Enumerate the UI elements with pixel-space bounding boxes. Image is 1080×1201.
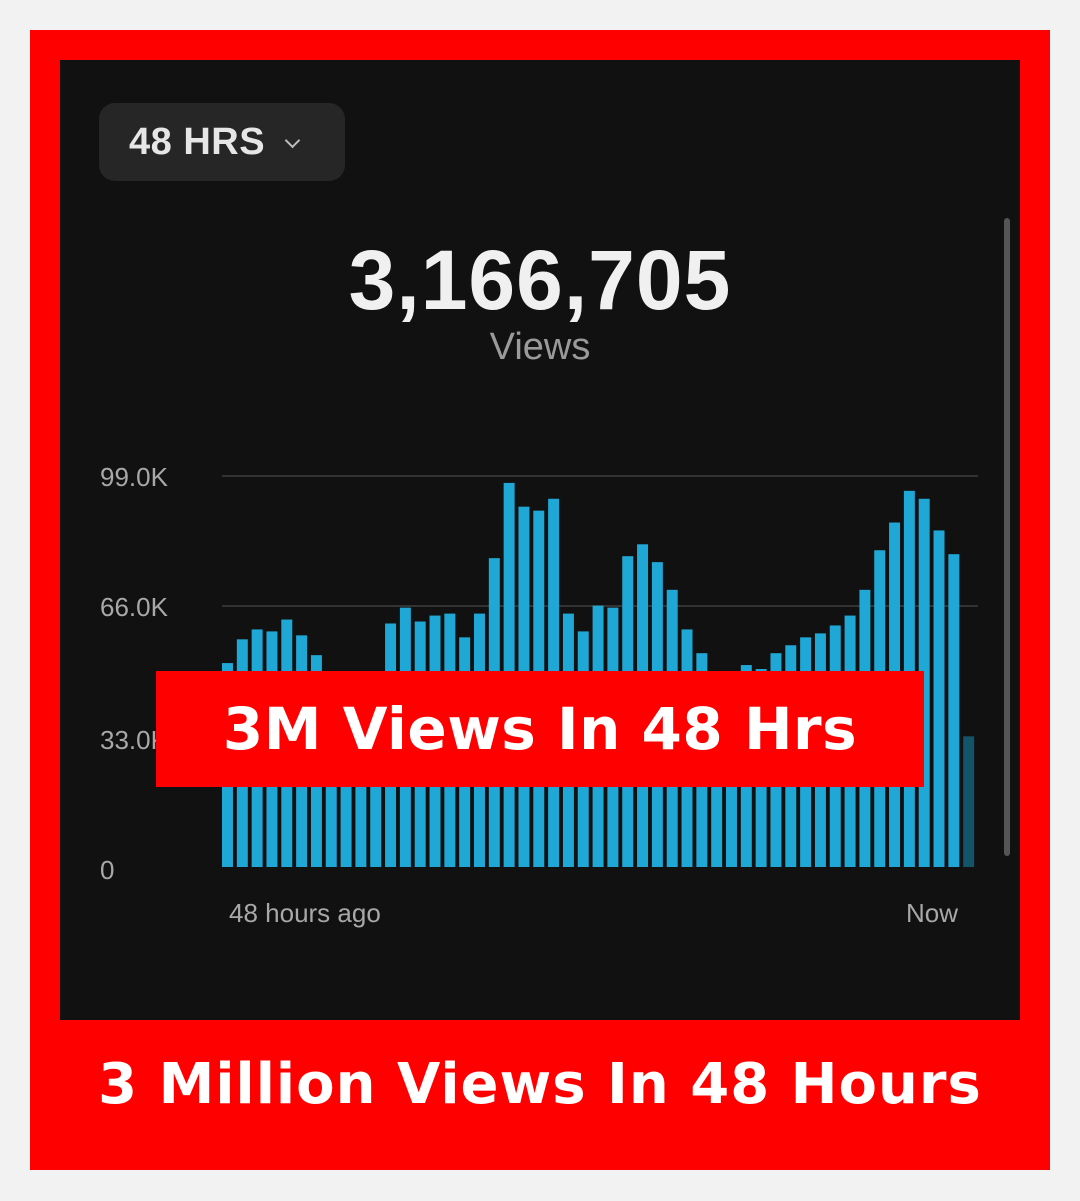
overlay-banner-text: 3M Views In 48 Hrs — [222, 695, 858, 763]
y-tick-label: 66.0K — [100, 592, 168, 622]
scrollbar[interactable] — [1004, 218, 1010, 856]
chart-bar — [933, 530, 945, 867]
caption: 3 Million Views In 48 Hours — [98, 1052, 982, 1117]
total-views-label: Views — [489, 326, 591, 368]
chart-bar — [963, 736, 975, 867]
overlay-banner: 3M Views In 48 Hrs — [156, 671, 924, 787]
x-label-start: 48 hours ago — [229, 898, 381, 928]
period-label: 48 HRS — [129, 120, 266, 163]
y-tick-label: 0 — [100, 855, 115, 885]
chart-bar — [918, 498, 930, 867]
chart-bar — [948, 554, 960, 867]
x-label-end: Now — [906, 898, 959, 928]
gridline-top — [222, 475, 978, 477]
period-dropdown[interactable]: 48 HRS — [99, 103, 345, 181]
y-tick-label: 99.0K — [100, 462, 168, 492]
total-views-count: 3,166,705 — [348, 233, 732, 327]
